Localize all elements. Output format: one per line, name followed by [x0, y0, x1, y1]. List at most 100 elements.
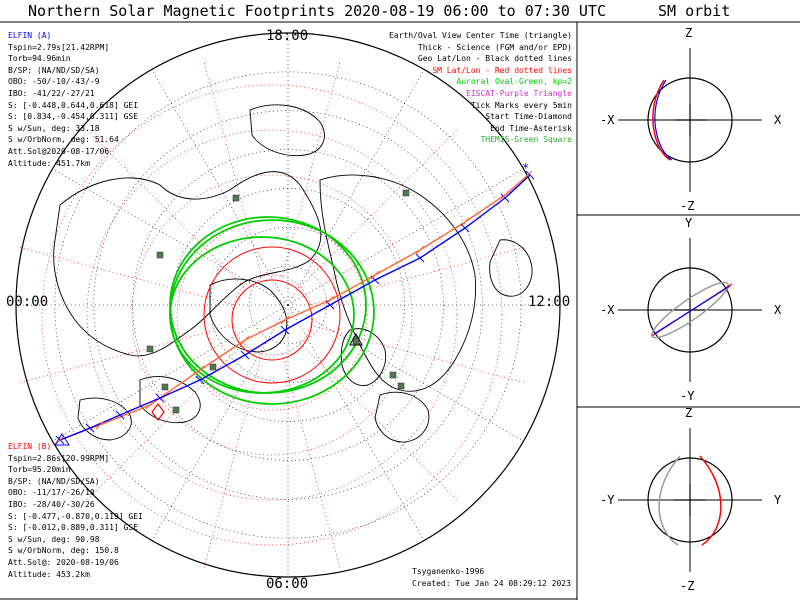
legend-item: Thick - Science (FGM and/or EPD)	[417, 42, 572, 52]
land-outline	[489, 239, 533, 297]
clock-label-bottom: 06:00	[266, 576, 308, 592]
sm-label-left: -X	[600, 303, 615, 317]
elfin-b-name: ELFIN (B)	[8, 442, 52, 451]
elfin-a-start-triangle	[54, 433, 70, 446]
legend-item: SM Lat/Lon - Red dotted lines	[432, 65, 572, 75]
elfin-b-line: S: [-0.477,-0.870,0.119] GEI	[8, 511, 143, 521]
sm-earth-circle	[647, 267, 733, 353]
elfin-b-tick	[415, 245, 425, 255]
legend-item: THEMIS-Green Square	[480, 135, 572, 145]
themis-station-square	[209, 363, 217, 371]
clock-label-top: 18:00	[266, 28, 308, 44]
sm-meridian	[203, 61, 262, 277]
legend-item: End Time-Asterisk	[490, 123, 572, 133]
sm-label-right: X	[774, 113, 782, 127]
legend-item: Auroral Oval-Green, kp=2	[456, 77, 572, 87]
elfin-b-tick	[145, 400, 155, 410]
elfin-b-line: Tspin=2.86s[20.99RPM]	[8, 453, 110, 463]
themis-stations	[146, 189, 410, 414]
geo-latitude-circle	[93, 110, 483, 500]
land-outline	[319, 174, 477, 392]
sm-label-top: Z	[685, 406, 692, 420]
sm-meridian	[300, 343, 458, 501]
elfin-b-line: S w/OrbNorm, deg: 150.8	[8, 546, 119, 556]
land-outline	[53, 171, 322, 357]
sm-label-left: -Y	[600, 493, 615, 507]
elfin-a-line: S w/OrbNorm, deg: 51.64	[8, 135, 119, 145]
elfin-a-info: ELFIN (A) Tspin=2.79s[21.42RPM] Torb=94.…	[8, 30, 138, 169]
sm-meridian	[310, 246, 526, 305]
themis-station-square	[352, 337, 360, 345]
sm-label-right: X	[774, 303, 782, 317]
elfin-a-tick	[415, 253, 425, 263]
sm-latitude-circle	[131, 174, 413, 456]
sm-orbit-blue	[654, 79, 673, 161]
elfin-b-tick	[55, 435, 65, 445]
geo-meridian	[287, 304, 524, 442]
elfin-b-footprint	[59, 174, 529, 441]
elfin-a-tick	[500, 193, 510, 203]
land-outline	[249, 104, 325, 157]
elfin-b-tick	[500, 190, 510, 200]
elfin-b-info: ELFIN (B) Tspin=2.86s[20.99RPM] Torb=95.…	[8, 441, 143, 580]
elfin-a-line: OBO: -50/-10/-43/-9	[8, 77, 100, 87]
elfin-a-tick	[115, 410, 125, 420]
land-outline	[77, 397, 132, 441]
sm-meridian	[18, 325, 234, 384]
themis-station-square	[172, 406, 180, 414]
elfin-b-line: IBO: -28/40/-30/26	[8, 499, 95, 509]
geo-meridian	[151, 304, 289, 541]
chart-title: Northern Solar Magnetic Footprints 2020-…	[28, 2, 606, 20]
auroral-oval-inner-3	[169, 236, 355, 394]
elfin-b-tick	[195, 365, 205, 375]
elfin-b-tick	[523, 170, 533, 180]
tick-marks: *	[54, 161, 535, 446]
elfin-a-line: S: [-0.448,0.644,0.618] GEI	[8, 100, 139, 110]
sm-meridian	[203, 353, 262, 569]
sm-meridian	[86, 129, 244, 287]
sm-earth-circle	[647, 457, 733, 543]
geo-meridian	[287, 168, 524, 306]
elfin-b-line: B/SP: (NA/ND/SD/SA)	[8, 476, 100, 486]
sm-orbit-blue	[653, 285, 731, 335]
elfin-a-line: S: [0.834,-0.454,0.311] GSE	[8, 112, 139, 122]
geo-meridian	[151, 69, 289, 306]
sm-orbit-gray	[658, 455, 681, 546]
elfin-a-tick	[280, 325, 290, 335]
themis-station-square	[161, 383, 169, 391]
start-diamond	[151, 403, 165, 421]
themis-station-square	[232, 194, 240, 202]
sm-orbit-red	[652, 79, 671, 161]
elfin-b-line: Altitude: 453.2km	[8, 569, 90, 579]
sm-latitude-circle	[41, 84, 503, 546]
sm-label-bottom: -Y	[680, 389, 695, 403]
elfin-a-line: IBO: -41/22/-27/21	[8, 88, 95, 98]
elfin-a-line: B/SP: (NA/ND/SD/SA)	[8, 65, 100, 75]
sm-meridian	[86, 343, 244, 501]
sm-latitude-circle	[176, 219, 368, 411]
elfin-a-tick	[240, 350, 250, 360]
elfin-b-line: Att.Sol@: 2020-08-19/06	[8, 557, 119, 567]
legend-item: EISCAT-Purple Triangle	[466, 88, 572, 98]
themis-station-square	[146, 345, 154, 353]
elfin-a-tick	[85, 423, 95, 433]
themis-station-square	[402, 189, 410, 197]
elfin-b-line: Torb=95.20min	[8, 465, 71, 475]
elfin-b-tick	[280, 315, 290, 325]
legend-item: Earth/Oval View Center Time (triangle)	[388, 31, 572, 40]
coastline	[53, 104, 533, 443]
geo-meridian	[287, 304, 425, 541]
credits: Tsyganenko-1996 Created: Tue Jan 24 08:2…	[412, 566, 571, 589]
sm-meridian	[18, 246, 234, 305]
sm-label-top: Y	[685, 216, 693, 230]
sm-latitude-circle	[86, 129, 458, 501]
sm-meridian	[300, 129, 458, 287]
land-outline	[340, 328, 387, 386]
legend-item: Tick Marks every 5min	[470, 100, 572, 110]
geo-meridian	[287, 69, 425, 306]
land-outline	[374, 391, 430, 443]
geo-latitude-circle	[248, 265, 328, 345]
sm-label-left: -X	[600, 113, 615, 127]
